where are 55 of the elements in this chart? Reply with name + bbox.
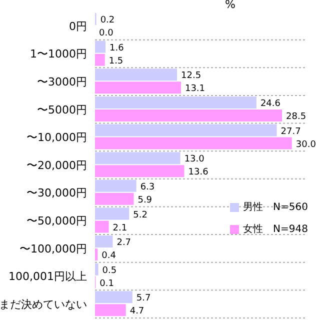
- data-label: 13.1: [184, 84, 206, 94]
- bar: [95, 208, 130, 220]
- data-label: 5.2: [133, 210, 148, 220]
- legend-label: 女性 N=948: [243, 222, 308, 236]
- data-label: 0.5: [102, 266, 117, 276]
- data-label: 1.6: [110, 43, 124, 54]
- data-label: 13.6: [188, 168, 209, 178]
- legend-label: 男性 N=560: [243, 200, 308, 214]
- bar: [95, 137, 292, 150]
- data-label: 6.3: [140, 182, 155, 192]
- data-label: 28.5: [286, 112, 306, 122]
- bar: [95, 152, 180, 164]
- y-tick-label: 1〜1000円: [30, 48, 87, 61]
- bar: [95, 165, 184, 178]
- y-tick-label: まだ決めていない: [0, 298, 87, 311]
- bar: [95, 180, 136, 192]
- data-label: 5.9: [138, 195, 152, 206]
- data-label: 5.7: [136, 294, 151, 304]
- data-label: 12.5: [181, 71, 202, 82]
- y-tick-label: 0円: [69, 20, 87, 33]
- data-label: 24.6: [260, 99, 281, 110]
- bar: [95, 124, 277, 136]
- data-label: 0.0: [99, 28, 114, 39]
- bar: [95, 96, 256, 108]
- y-tick-label: 〜10,000円: [26, 131, 87, 144]
- data-label: 4.7: [130, 306, 144, 317]
- data-label: 27.7: [280, 126, 301, 137]
- bar: [95, 291, 132, 304]
- bar: [95, 40, 106, 53]
- data-label: 1.5: [108, 56, 124, 66]
- bar: [95, 263, 98, 276]
- bar: [95, 248, 98, 261]
- y-tick-label: 〜3000円: [37, 75, 87, 88]
- data-label: 0.2: [100, 16, 115, 26]
- data-label: 0.4: [102, 251, 116, 262]
- data-label: 13.0: [184, 154, 205, 165]
- data-label: 2.1: [112, 223, 128, 234]
- y-tick-label: 〜20,000円: [26, 158, 87, 172]
- bar: [95, 236, 113, 248]
- bar: [95, 304, 126, 316]
- y-tick-label: 〜5000円: [37, 103, 87, 116]
- bar: [95, 68, 178, 81]
- y-tick-label: 〜100,000円: [20, 242, 87, 256]
- bar: [95, 54, 105, 66]
- data-label: 0.1: [100, 278, 114, 289]
- data-label: 2.7: [116, 238, 132, 248]
- bar: [95, 109, 282, 122]
- bar: [95, 220, 109, 233]
- y-tick-label: 〜50,000円: [26, 214, 87, 228]
- bar: [95, 192, 134, 205]
- y-tick-label: 100,001円以上: [8, 270, 87, 284]
- chart-title: %: [225, 0, 236, 11]
- y-tick-label: 〜30,000円: [26, 186, 87, 200]
- data-label: 30.0: [296, 140, 316, 150]
- bar: [95, 82, 181, 94]
